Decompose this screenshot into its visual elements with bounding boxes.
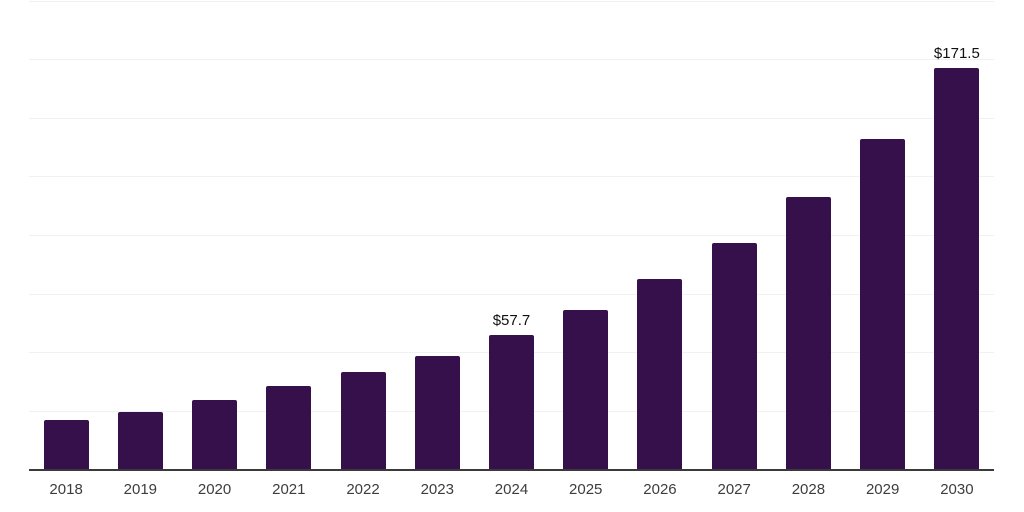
x-tick-label-2026: 2026: [643, 481, 677, 498]
bar-2019: [117, 412, 163, 470]
x-axis-tick-labels: 2018 2019 2020 2021 2022 2023 2024 2025 2026 2027…: [29, 481, 994, 503]
gridline: [29, 293, 994, 295]
gridline: [29, 235, 994, 236]
x-tick-label-2024: 2024: [494, 481, 529, 498]
x-tick-label-2020: 2020: [197, 481, 232, 498]
x-tick-label-2030: 2030: [940, 481, 974, 498]
bar-value-label-2030: $171.5: [933, 44, 980, 62]
bar-2026: [637, 279, 683, 470]
x-tick-label-2021: 2021: [272, 481, 306, 498]
x-tick-label-2019: 2019: [123, 481, 158, 498]
bar-2022: [340, 371, 386, 470]
x-tick-label-2023: 2023: [420, 481, 454, 498]
x-tick-label-2029: 2029: [865, 481, 900, 498]
bar-2020: [192, 399, 238, 470]
gridline: [29, 0, 994, 2]
plot-area: $57.7 $171.5: [29, 0, 994, 471]
x-tick-label-2027: 2027: [717, 481, 751, 498]
gridline: [29, 117, 994, 119]
bar-2029: [860, 139, 906, 470]
bar-2024: [489, 334, 534, 470]
gridline: [29, 59, 994, 61]
bar-2025: [563, 309, 609, 470]
x-tick-label-2022: 2022: [346, 481, 380, 498]
bar-2028: [785, 197, 831, 470]
bar-value-label-2024: $57.7: [492, 311, 531, 329]
bar-2023: [414, 355, 460, 470]
x-tick-label-2028: 2028: [791, 481, 826, 498]
gridline: [29, 176, 994, 178]
x-axis-line: [29, 469, 994, 471]
x-tick-label-2025: 2025: [569, 481, 603, 498]
x-tick-label-2018: 2018: [49, 481, 83, 498]
bar-2030: [934, 67, 980, 470]
bar-2027: [711, 242, 757, 470]
bar-2021: [266, 385, 312, 470]
bar-2018: [43, 419, 89, 470]
